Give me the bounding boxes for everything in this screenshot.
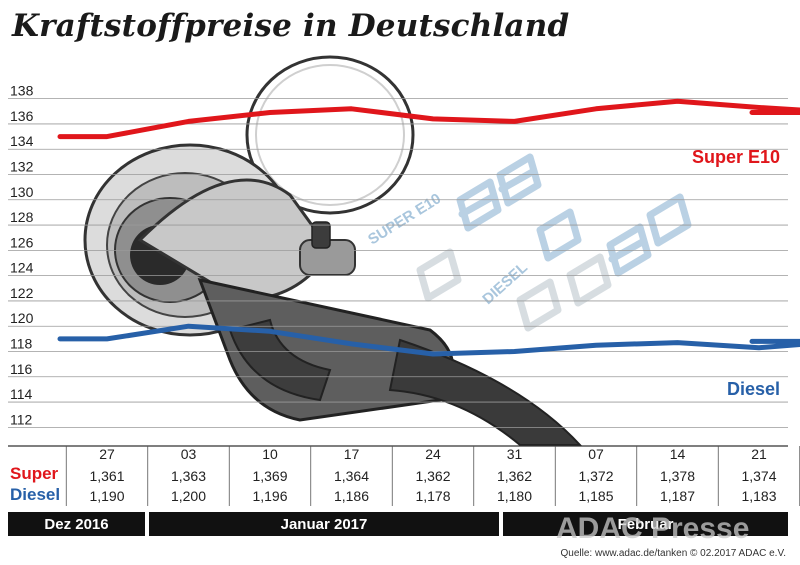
- table-cell-diesel: 1,190: [89, 488, 124, 504]
- table-cell-super: 1,362: [415, 468, 450, 484]
- month-bar-0: [8, 512, 145, 536]
- source-note: Quelle: www.adac.de/tanken © 02.2017 ADA…: [561, 548, 786, 559]
- x-tick-31: 31: [507, 446, 523, 462]
- table-cell-diesel: 1,187: [660, 488, 695, 504]
- table-cell-diesel: 1,186: [334, 488, 369, 504]
- y-tick-114: 114: [10, 386, 33, 402]
- month-bar-1: [149, 512, 499, 536]
- table-cell-diesel: 1,196: [252, 488, 287, 504]
- series-label-super-e10: Super E10: [692, 147, 780, 167]
- table-cell-diesel: 1,180: [497, 488, 532, 504]
- series-lines: [57, 98, 800, 357]
- x-tick-27: 27: [99, 446, 115, 462]
- table-cell-super: 1,361: [89, 468, 124, 484]
- month-label-1: Januar 2017: [281, 516, 368, 533]
- x-tick-17: 17: [344, 446, 360, 462]
- table-cell-super: 1,378: [660, 468, 695, 484]
- table-cell-super: 1,374: [741, 468, 776, 484]
- table-cell-diesel: 1,200: [171, 488, 206, 504]
- table-cell-super: 1,363: [171, 468, 206, 484]
- month-label-0: Dez 2016: [44, 516, 108, 533]
- y-tick-122: 122: [10, 285, 34, 301]
- x-tick-24: 24: [425, 446, 441, 462]
- month-label-2: Februar: [618, 516, 674, 533]
- y-tick-126: 126: [10, 234, 34, 250]
- y-tick-134: 134: [10, 133, 34, 149]
- table-cell-diesel: 1,183: [741, 488, 776, 504]
- x-tick-03: 03: [181, 446, 197, 462]
- pump-digit-decoration: SUPER E10 DIESEL: [365, 153, 692, 332]
- table-cell-super: 1,372: [578, 468, 613, 484]
- series-label-diesel: Diesel: [727, 379, 780, 399]
- table-cell-super: 1,362: [497, 468, 532, 484]
- table-cell-diesel: 1,185: [578, 488, 613, 504]
- y-tick-118: 118: [10, 336, 33, 352]
- table-cell-diesel: 1,178: [415, 488, 450, 504]
- watermark: ADAC Presse: [556, 512, 749, 545]
- y-tick-130: 130: [10, 184, 34, 200]
- price-table: 1,361 1,363 1,369 1,364 1,362 1,362 1,372 1,378…: [89, 468, 776, 504]
- x-tick-14: 14: [670, 446, 686, 462]
- x-tick-21: 21: [751, 446, 767, 462]
- x-tick-07: 07: [588, 446, 604, 462]
- x-tick-10: 10: [262, 446, 278, 462]
- series-line-diesel: [57, 323, 800, 357]
- chart-title: Kraftstoffpreise in Deutschland: [12, 8, 570, 44]
- table-cell-super: 1,369: [252, 468, 287, 484]
- series-line-super-e10: [57, 98, 800, 140]
- x-axis-ticks: 27031017243107142128: [99, 446, 767, 462]
- fuel-pump-illustration: [83, 55, 583, 446]
- y-tick-120: 120: [10, 310, 34, 326]
- y-tick-124: 124: [10, 260, 34, 276]
- y-tick-112: 112: [10, 411, 33, 427]
- month-bars: Dez 2016 Januar 2017 Februar: [8, 512, 788, 536]
- row-label-diesel: Diesel: [10, 485, 60, 504]
- y-tick-116: 116: [10, 361, 33, 377]
- y-tick-128: 128: [10, 209, 34, 225]
- y-tick-132: 132: [10, 159, 34, 175]
- month-bar-2: [503, 512, 788, 536]
- y-axis-ticks: 112 114 116 118 120 122 124 126 128 130 132 134 136 1…: [10, 83, 34, 428]
- table-cell-super: 1,364: [334, 468, 369, 484]
- row-label-super: Super: [10, 464, 59, 483]
- y-tick-138: 138: [10, 83, 34, 99]
- y-tick-136: 136: [10, 108, 34, 124]
